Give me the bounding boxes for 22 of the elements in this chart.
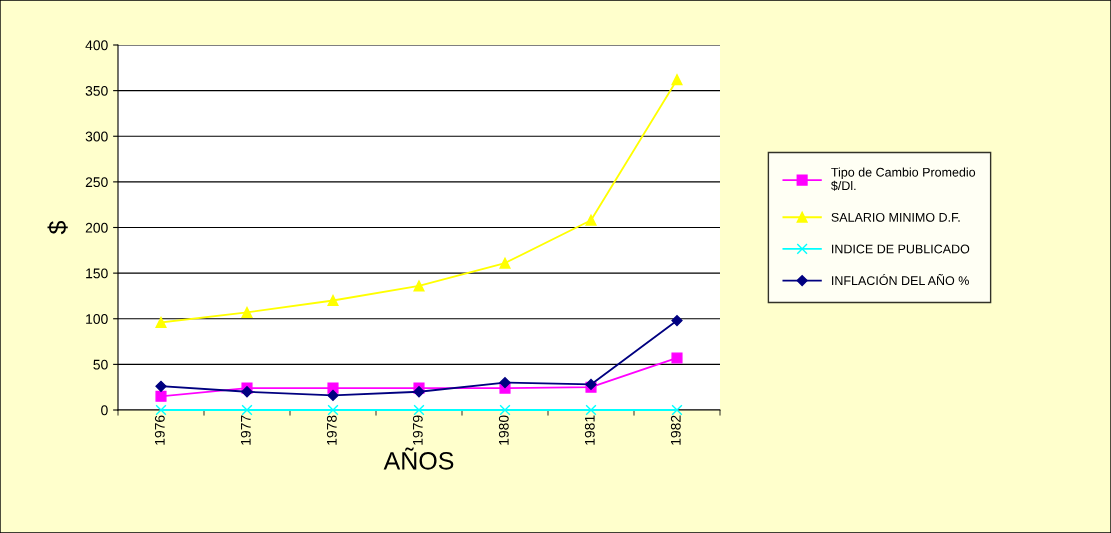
y-axis-title: $ xyxy=(47,220,68,235)
y-tick-label: 0 xyxy=(101,405,108,416)
x-tick-label: 1977 xyxy=(240,415,251,445)
y-tick-label: 100 xyxy=(86,314,108,324)
x-tick-label: 1979 xyxy=(412,415,423,445)
y-tick-label: 400 xyxy=(85,40,108,51)
y-tick-label: 300 xyxy=(85,131,108,142)
x-tick-label: 1982 xyxy=(670,415,681,445)
x-tick-label: 1976 xyxy=(154,415,165,445)
legend-label: SALARIO MINIMO D.F. xyxy=(831,212,960,222)
x-axis-title: AÑOS xyxy=(383,447,454,470)
y-tick-label: 250 xyxy=(85,177,108,188)
legend-label: INDICE DE PUBLICADO xyxy=(832,244,970,254)
y-tick-label: 200 xyxy=(85,222,108,233)
y-tick-label: 50 xyxy=(93,359,108,370)
x-tick-label: 1978 xyxy=(326,415,337,445)
legend-label: INFLACIÓN DEL AÑO % xyxy=(832,273,969,286)
y-tick-label: 350 xyxy=(85,85,108,96)
y-tick-label: 150 xyxy=(86,268,108,279)
x-tick-label: 1981 xyxy=(584,415,595,445)
legend-label: Tipo de Cambio Promedio $/Dl. xyxy=(831,167,976,191)
x-tick-label: 1980 xyxy=(498,415,509,445)
